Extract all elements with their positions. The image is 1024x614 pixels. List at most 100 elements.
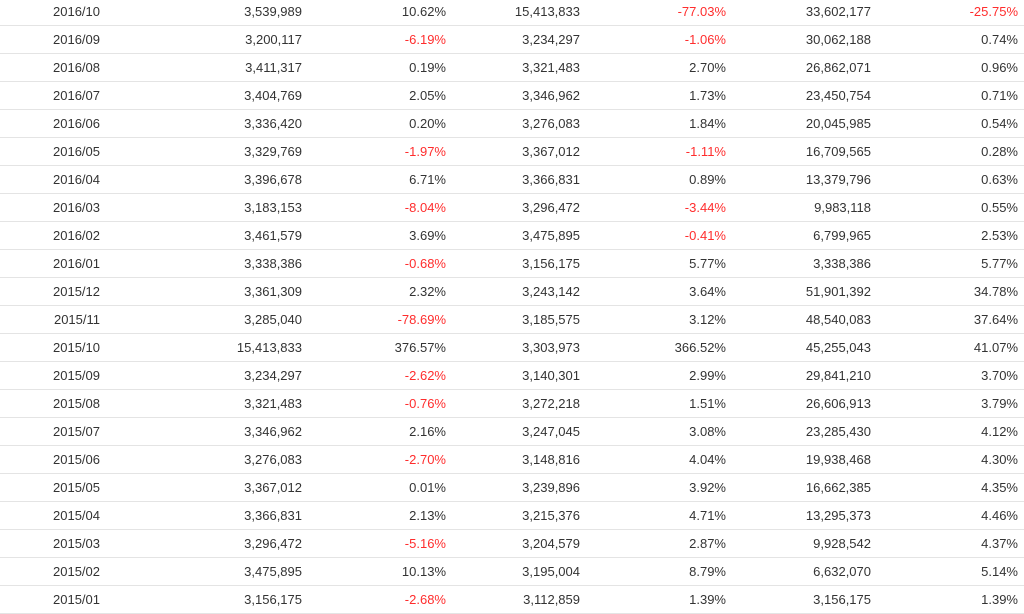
monthly-value-cell: 3,366,831 <box>100 501 302 530</box>
cumulative-value-cell: 6,799,965 <box>726 221 871 250</box>
cumulative-value-cell: 13,379,796 <box>726 165 871 194</box>
cumulative-change-cell: 0.28% <box>871 137 1024 166</box>
compare-change-cell: 4.71% <box>580 501 726 530</box>
compare-change-cell: 3.12% <box>580 305 726 334</box>
cumulative-change-cell: 0.55% <box>871 193 1024 222</box>
cumulative-value-cell: 23,450,754 <box>726 81 871 110</box>
compare-value-cell: 3,346,962 <box>446 81 580 110</box>
monthly-value-cell: 3,338,386 <box>100 249 302 278</box>
cumulative-value-cell: 29,841,210 <box>726 361 871 390</box>
compare-change-cell: 4.04% <box>580 445 726 474</box>
cumulative-change-cell: 0.54% <box>871 109 1024 138</box>
compare-change-cell: 8.79% <box>580 557 726 586</box>
cumulative-value-cell: 16,662,385 <box>726 473 871 502</box>
monthly-change-cell: 0.01% <box>302 473 446 502</box>
cumulative-value-cell: 23,285,430 <box>726 417 871 446</box>
monthly-value-cell: 3,461,579 <box>100 221 302 250</box>
table-row: 2015/09 3,234,297 -2.62% 3,140,301 2.99% 29,8… <box>0 361 1024 390</box>
compare-change-cell: 1.51% <box>580 389 726 418</box>
table-row: 2015/12 3,361,309 2.32% 3,243,142 3.64% 51,90… <box>0 277 1024 306</box>
table-row: 2015/04 3,366,831 2.13% 3,215,376 4.71% 13,29… <box>0 501 1024 530</box>
table-row: 2016/10 3,539,989 10.62% 15,413,833 -77.03% 3… <box>0 0 1024 26</box>
cumulative-value-cell: 3,156,175 <box>726 585 871 614</box>
monthly-value-cell: 3,411,317 <box>100 53 302 82</box>
compare-change-cell: 1.39% <box>580 585 726 614</box>
monthly-change-cell: 376.57% <box>302 333 446 362</box>
monthly-value-cell: 3,367,012 <box>100 473 302 502</box>
period-cell: 2016/09 <box>0 25 100 54</box>
compare-value-cell: 3,321,483 <box>446 53 580 82</box>
monthly-value-cell: 3,346,962 <box>100 417 302 446</box>
cumulative-change-cell: 0.63% <box>871 165 1024 194</box>
compare-change-cell: 0.89% <box>580 165 726 194</box>
compare-change-cell: 3.92% <box>580 473 726 502</box>
cumulative-value-cell: 16,709,565 <box>726 137 871 166</box>
compare-value-cell: 3,367,012 <box>446 137 580 166</box>
cumulative-change-cell: 37.64% <box>871 305 1024 334</box>
period-cell: 2016/01 <box>0 249 100 278</box>
cumulative-value-cell: 20,045,985 <box>726 109 871 138</box>
monthly-change-cell: 0.19% <box>302 53 446 82</box>
compare-value-cell: 3,247,045 <box>446 417 580 446</box>
cumulative-value-cell: 26,606,913 <box>726 389 871 418</box>
monthly-value-cell: 15,413,833 <box>100 333 302 362</box>
monthly-value-cell: 3,329,769 <box>100 137 302 166</box>
cumulative-value-cell: 26,862,071 <box>726 53 871 82</box>
compare-change-cell: -77.03% <box>580 0 726 26</box>
table-row: 2016/03 3,183,153 -8.04% 3,296,472 -3.44% 9,9… <box>0 193 1024 222</box>
monthly-change-cell: -5.16% <box>302 529 446 558</box>
period-cell: 2016/05 <box>0 137 100 166</box>
monthly-change-cell: 10.62% <box>302 0 446 26</box>
cumulative-change-cell: 4.35% <box>871 473 1024 502</box>
cumulative-change-cell: 5.77% <box>871 249 1024 278</box>
monthly-value-cell: 3,296,472 <box>100 529 302 558</box>
monthly-change-cell: 3.69% <box>302 221 446 250</box>
monthly-change-cell: -0.68% <box>302 249 446 278</box>
monthly-change-cell: -8.04% <box>302 193 446 222</box>
table-row: 2015/07 3,346,962 2.16% 3,247,045 3.08% 23,28… <box>0 417 1024 446</box>
monthly-value-cell: 3,200,117 <box>100 25 302 54</box>
cumulative-change-cell: 0.71% <box>871 81 1024 110</box>
cumulative-change-cell: 3.70% <box>871 361 1024 390</box>
table-row: 2016/02 3,461,579 3.69% 3,475,895 -0.41% 6,79… <box>0 221 1024 250</box>
table-row: 2015/01 3,156,175 -2.68% 3,112,859 1.39% 3,15… <box>0 585 1024 614</box>
compare-value-cell: 3,148,816 <box>446 445 580 474</box>
period-cell: 2015/04 <box>0 501 100 530</box>
monthly-change-cell: -2.68% <box>302 585 446 614</box>
period-cell: 2015/02 <box>0 557 100 586</box>
compare-value-cell: 3,366,831 <box>446 165 580 194</box>
period-cell: 2016/04 <box>0 165 100 194</box>
monthly-value-cell: 3,396,678 <box>100 165 302 194</box>
cumulative-change-cell: 4.30% <box>871 445 1024 474</box>
compare-value-cell: 3,276,083 <box>446 109 580 138</box>
cumulative-value-cell: 30,062,188 <box>726 25 871 54</box>
table-row: 2016/09 3,200,117 -6.19% 3,234,297 -1.06% 30,… <box>0 25 1024 54</box>
compare-change-cell: 2.87% <box>580 529 726 558</box>
monthly-value-cell: 3,475,895 <box>100 557 302 586</box>
cumulative-change-cell: 0.74% <box>871 25 1024 54</box>
cumulative-value-cell: 13,295,373 <box>726 501 871 530</box>
period-cell: 2015/10 <box>0 333 100 362</box>
table-row: 2015/06 3,276,083 -2.70% 3,148,816 4.04% 19,9… <box>0 445 1024 474</box>
compare-change-cell: 366.52% <box>580 333 726 362</box>
compare-change-cell: 1.73% <box>580 81 726 110</box>
monthly-change-cell: -78.69% <box>302 305 446 334</box>
period-cell: 2016/10 <box>0 0 100 26</box>
monthly-change-cell: 0.20% <box>302 109 446 138</box>
table-row: 2015/08 3,321,483 -0.76% 3,272,218 1.51% 26,6… <box>0 389 1024 418</box>
table-row: 2016/05 3,329,769 -1.97% 3,367,012 -1.11% 16,… <box>0 137 1024 166</box>
compare-change-cell: 3.64% <box>580 277 726 306</box>
compare-value-cell: 3,475,895 <box>446 221 580 250</box>
period-cell: 2015/03 <box>0 529 100 558</box>
table-row: 2016/06 3,336,420 0.20% 3,276,083 1.84% 20,04… <box>0 109 1024 138</box>
cumulative-value-cell: 9,983,118 <box>726 193 871 222</box>
monthly-change-cell: 2.13% <box>302 501 446 530</box>
monthly-change-cell: -2.62% <box>302 361 446 390</box>
cumulative-change-cell: -25.75% <box>871 0 1024 26</box>
compare-change-cell: 2.70% <box>580 53 726 82</box>
period-cell: 2015/09 <box>0 361 100 390</box>
monthly-value-cell: 3,276,083 <box>100 445 302 474</box>
cumulative-change-cell: 4.46% <box>871 501 1024 530</box>
table-row: 2015/03 3,296,472 -5.16% 3,204,579 2.87% 9,92… <box>0 529 1024 558</box>
